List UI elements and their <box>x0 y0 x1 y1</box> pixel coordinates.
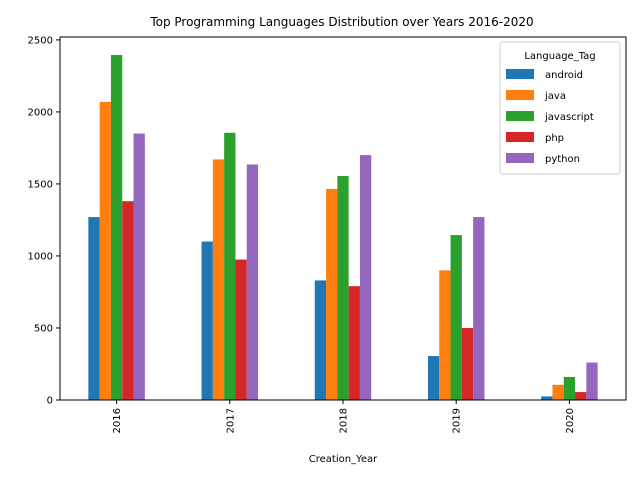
legend: Language_Tag android java javascript php pyt… <box>499 41 621 175</box>
bar-php-2019 <box>461 327 474 400</box>
y-axis: 0 500 1000 1500 2000 2500 <box>28 35 60 407</box>
bar-java-2017 <box>212 159 225 400</box>
legend-swatch-python <box>506 153 534 163</box>
legend-label-javascript: javascript <box>544 112 594 123</box>
y-tick-label: 1000 <box>28 251 53 262</box>
bars-group <box>88 55 598 401</box>
legend-swatch-javascript <box>506 111 534 121</box>
x-axis-label: Creation_Year <box>309 454 378 465</box>
x-tick-label: 2017 <box>225 408 236 433</box>
legend-label-php: php <box>545 133 564 144</box>
bar-javascript-2017 <box>224 132 236 401</box>
legend-items: android java javascript php python <box>506 69 594 165</box>
bar-android-2019 <box>427 356 440 400</box>
bar-javascript-2016 <box>110 55 123 400</box>
x-tick-label: 2018 <box>339 408 350 433</box>
legend-label-python: python <box>545 154 580 165</box>
bar-javascript-2019 <box>450 235 462 400</box>
x-axis: 2016 2017 2018 2019 2020 <box>112 400 576 433</box>
bar-python-2020 <box>586 362 598 400</box>
y-tick-label: 500 <box>34 323 53 334</box>
bar-php-2018 <box>348 286 360 400</box>
bar-python-2017 <box>246 164 259 400</box>
bar-java-2016 <box>99 101 111 400</box>
bar-android-2016 <box>88 217 100 400</box>
legend-label-android: android <box>545 70 583 81</box>
x-tick-label: 2020 <box>565 408 576 433</box>
bar-android-2017 <box>201 241 213 400</box>
bar-android-2020 <box>541 396 553 400</box>
legend-title: Language_Tag <box>524 51 595 62</box>
bar-python-2016 <box>133 133 145 400</box>
y-tick-label: 2000 <box>28 107 53 118</box>
bar-java-2018 <box>326 188 338 400</box>
bar-python-2018 <box>359 155 372 400</box>
bar-java-2020 <box>552 384 564 401</box>
legend-label-java: java <box>544 91 566 102</box>
y-tick-label: 2500 <box>28 35 53 46</box>
bar-java-2019 <box>439 270 451 400</box>
chart-title: Top Programming Languages Distribution o… <box>149 15 533 29</box>
bar-android-2018 <box>314 280 327 400</box>
legend-swatch-java <box>506 90 534 100</box>
bar-php-2020 <box>575 392 587 400</box>
bar-php-2017 <box>235 259 247 400</box>
bar-python-2019 <box>473 217 485 400</box>
y-tick-label: 0 <box>47 396 53 407</box>
bar-php-2016 <box>122 201 134 400</box>
bar-javascript-2020 <box>563 376 576 400</box>
y-tick-label: 1500 <box>28 179 53 190</box>
x-tick-label: 2016 <box>112 408 123 433</box>
legend-swatch-android <box>506 69 534 79</box>
legend-swatch-php <box>506 132 534 142</box>
bar-javascript-2018 <box>337 176 349 400</box>
x-tick-label: 2019 <box>452 408 463 433</box>
